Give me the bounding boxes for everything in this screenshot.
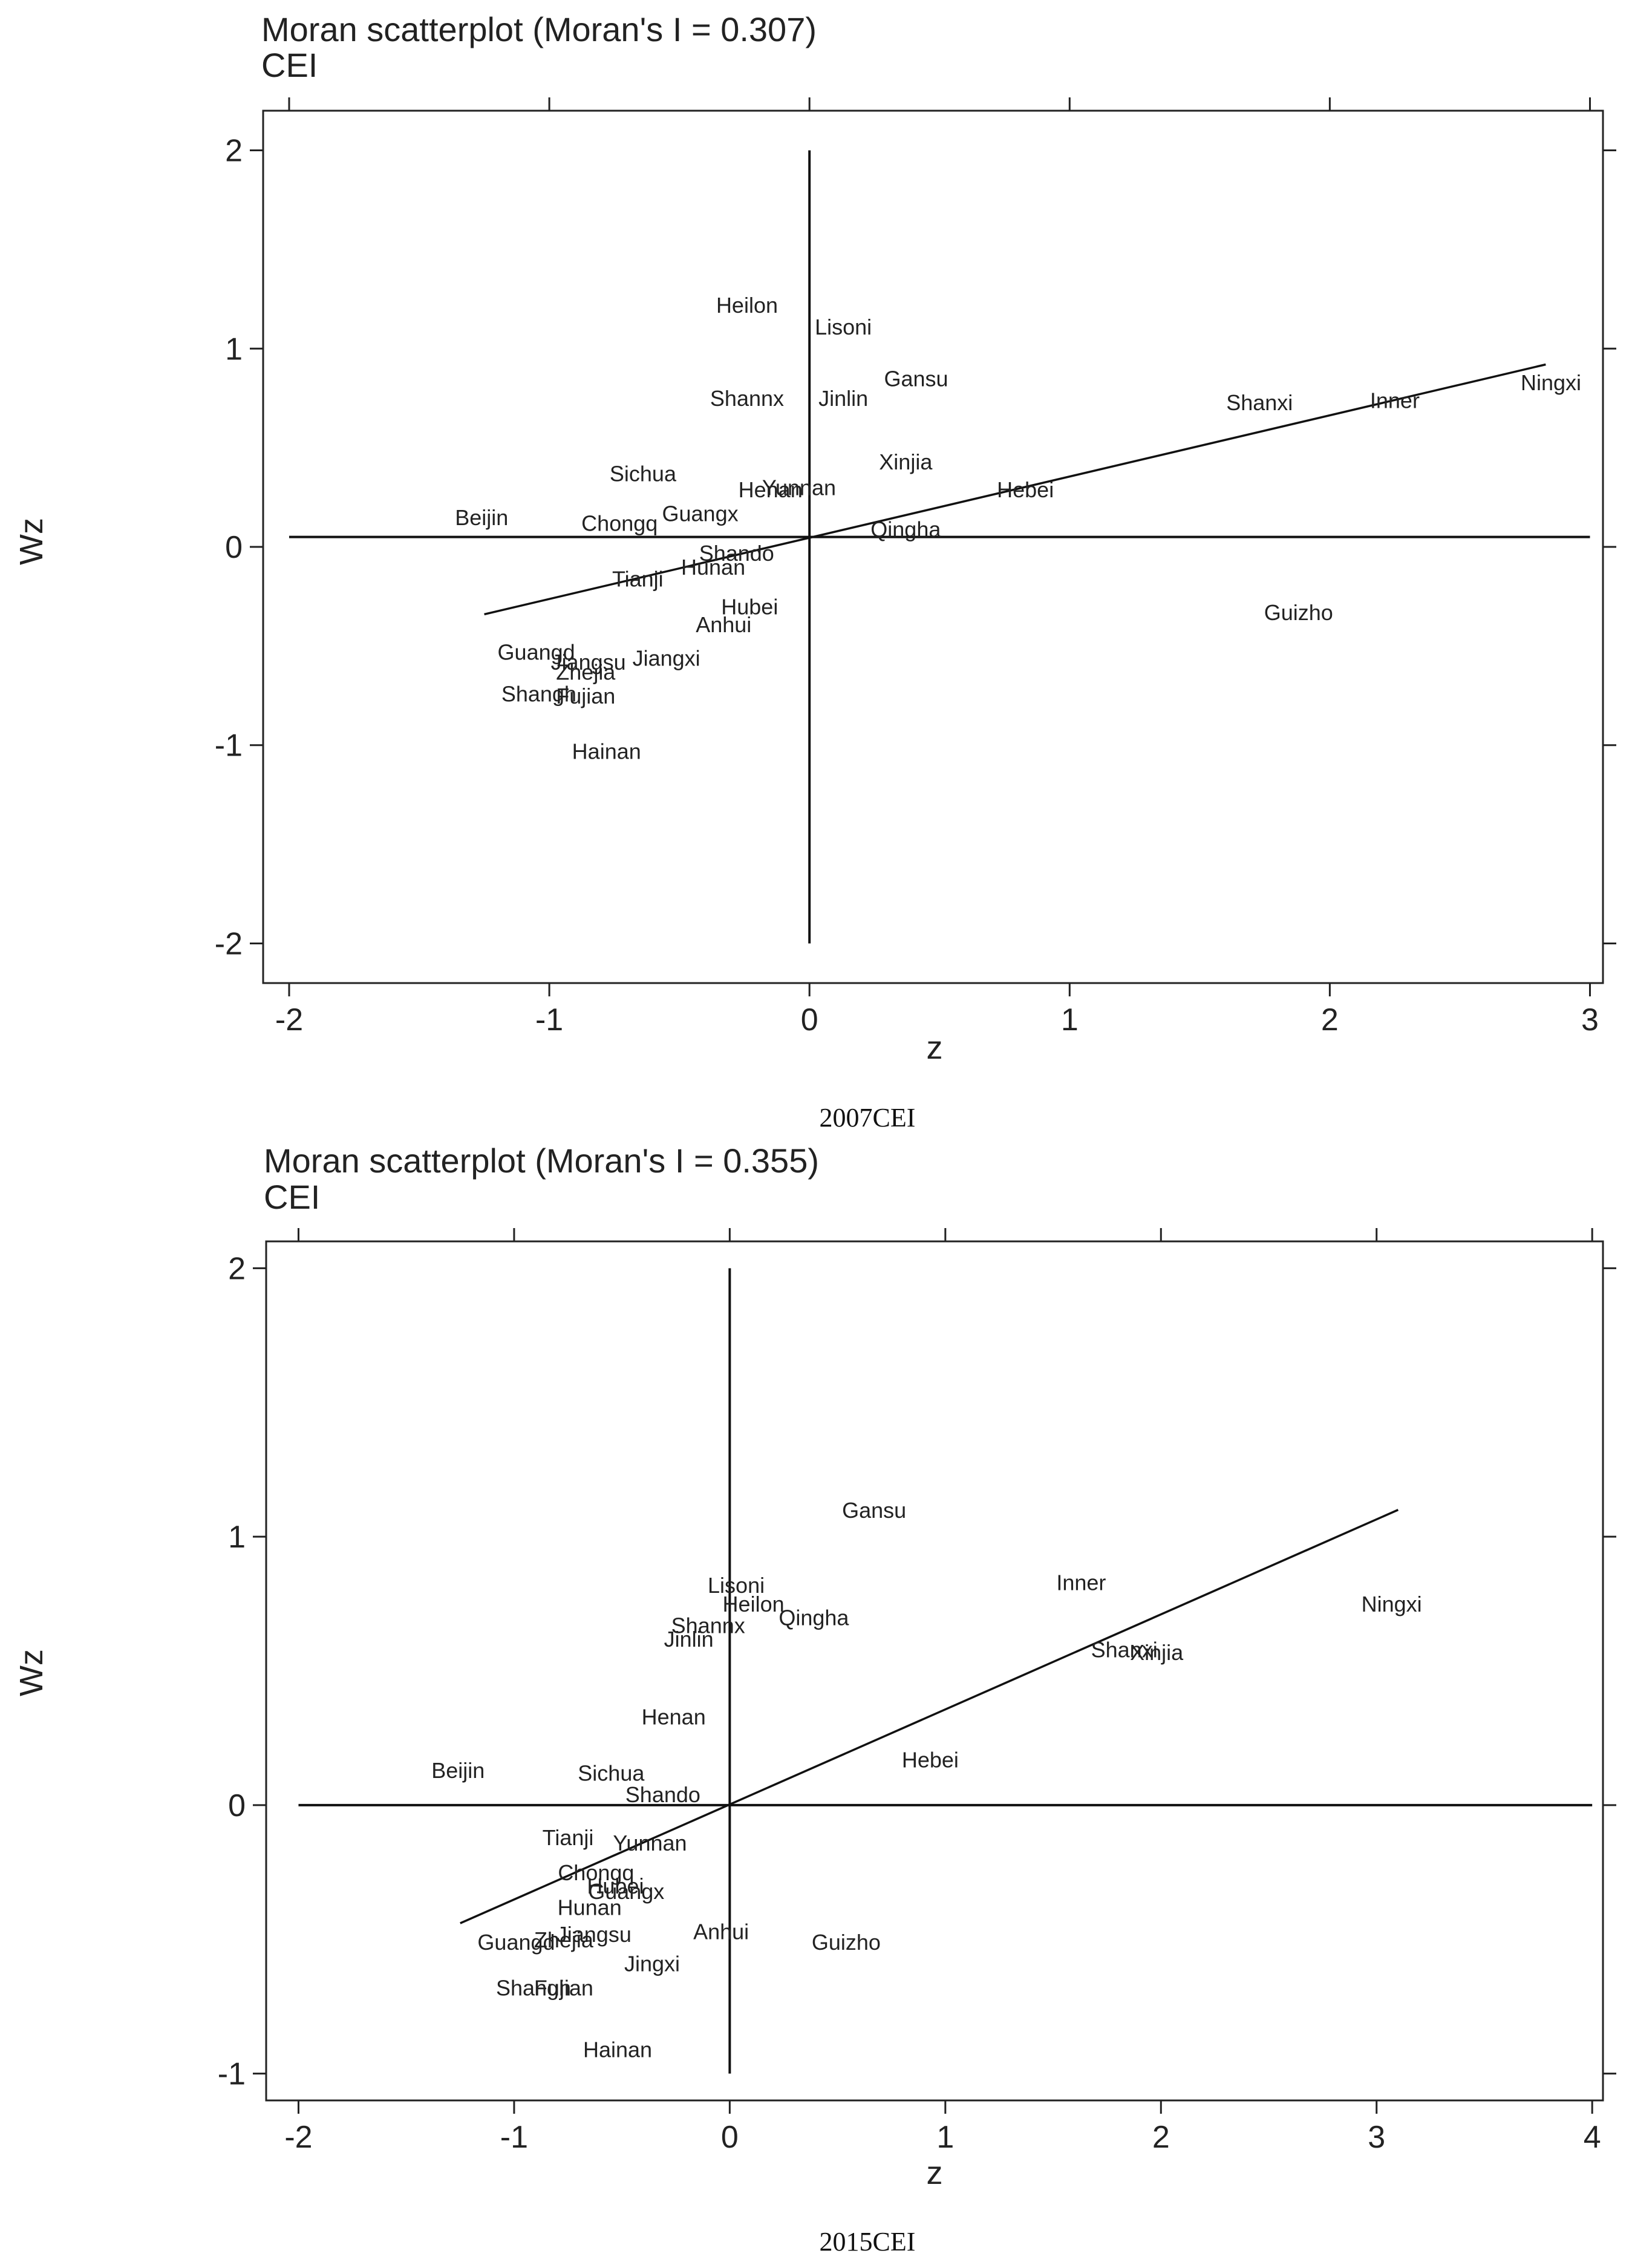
point-label: Fujian xyxy=(556,684,615,708)
point-label: Anhui xyxy=(693,1919,749,1944)
point-label: Guangd xyxy=(477,1930,555,1955)
point-label: Chongq xyxy=(558,1860,634,1885)
point-label: Zhejia xyxy=(534,1927,594,1952)
x-tick-label: -1 xyxy=(535,1002,563,1038)
point-label: Shanxi xyxy=(1226,390,1293,415)
x-tick-label: 2 xyxy=(1321,1002,1339,1038)
point-label: Shanxi xyxy=(1091,1638,1158,1662)
point-label: Shannx xyxy=(671,1613,745,1638)
point-label: Shannx xyxy=(710,386,784,411)
point-label: Heilon xyxy=(716,293,778,318)
figure-caption: 2007CEI xyxy=(820,1103,916,1132)
point-label: Jinlin xyxy=(818,386,868,411)
y-tick-label: 1 xyxy=(225,332,243,367)
point-label: Guizho xyxy=(1264,600,1333,625)
point-label: Shando xyxy=(625,1782,700,1807)
point-label: Shangh xyxy=(496,1976,571,2001)
point-label: Qingha xyxy=(870,517,941,542)
point-label: Jiangsu xyxy=(551,650,626,675)
point-label: Hubei xyxy=(587,1874,644,1898)
point-label: Lisoni xyxy=(708,1573,765,1598)
point-label: Guangx xyxy=(588,1879,664,1904)
point-label: Sichua xyxy=(578,1761,645,1786)
point-label: Zhejia xyxy=(556,659,616,684)
point-label: Yunnan xyxy=(613,1831,687,1855)
point-label: Sichua xyxy=(610,462,677,486)
point-label: Guangx xyxy=(662,501,739,526)
plot-frame xyxy=(265,1240,1604,2102)
point-label: Xinjia xyxy=(879,449,933,474)
y-tick-label: 1 xyxy=(228,1520,246,1555)
x-tick-label: 0 xyxy=(721,2120,739,2155)
chart-title: Moran scatterplot (Moran's I = 0.355) xyxy=(264,1142,819,1180)
point-label: Tianji xyxy=(543,1825,594,1850)
fit-line xyxy=(460,1509,1399,1924)
y-tick-label: -1 xyxy=(218,2057,246,2092)
x-tick-label: 0 xyxy=(801,1002,818,1038)
point-label: Anhui xyxy=(696,612,751,637)
x-tick-label: -2 xyxy=(284,2120,312,2155)
point-label: Inner xyxy=(1056,1570,1106,1595)
point-label: Shangh xyxy=(501,682,576,707)
fit-line xyxy=(484,363,1546,616)
point-label: Yunnan xyxy=(762,475,836,500)
point-label: Hebei xyxy=(997,477,1054,502)
x-tick-label: 4 xyxy=(1584,2120,1601,2155)
figure-caption: 2015CEI xyxy=(820,2227,916,2257)
x-tick-label: 3 xyxy=(1581,1002,1599,1038)
point-label: Ningxi xyxy=(1521,370,1581,395)
point-label: Inner xyxy=(1370,388,1420,413)
y-tick-label: -1 xyxy=(215,728,243,763)
point-label: Hainan xyxy=(572,739,641,764)
point-label: Chongq xyxy=(581,511,658,536)
y-tick-label: 2 xyxy=(225,134,243,169)
x-tick-label: 2 xyxy=(1152,2120,1170,2155)
chart-title: Moran scatterplot (Moran's I = 0.307) xyxy=(261,10,817,48)
point-label: Lisoni xyxy=(815,315,872,339)
point-label: Gansu xyxy=(884,366,948,391)
point-label: Hainan xyxy=(583,2038,652,2062)
point-label: Hunan xyxy=(558,1895,622,1920)
point-label: Hebei xyxy=(902,1747,959,1772)
point-label: Qingha xyxy=(778,1605,849,1630)
y-tick-label: 0 xyxy=(225,530,243,565)
point-label: Guizho xyxy=(812,1930,881,1955)
x-axis-label: z xyxy=(927,1030,943,1066)
y-tick-label: -2 xyxy=(215,926,243,961)
x-axis-label: z xyxy=(927,2155,943,2191)
point-label: Jingxi xyxy=(624,1952,680,1976)
x-tick-label: -2 xyxy=(275,1002,303,1038)
y-axis-label: Wz xyxy=(13,1649,50,1696)
x-tick-label: 3 xyxy=(1368,2120,1385,2155)
point-label: Jiangsu xyxy=(557,1922,632,1947)
point-label: Hubei xyxy=(721,594,778,619)
point-label: Xinjia xyxy=(1130,1640,1184,1665)
plot-frame xyxy=(262,109,1604,984)
y-tick-label: 2 xyxy=(228,1251,246,1286)
point-label: Henan xyxy=(739,477,803,502)
point-label: Shando xyxy=(699,541,774,566)
point-label: Ningxi xyxy=(1362,1592,1422,1616)
point-label: Henan xyxy=(642,1704,706,1729)
point-label: Jinlin xyxy=(664,1627,714,1652)
point-label: Jiangxi xyxy=(633,646,700,671)
chart-subtitle: CEI xyxy=(264,1178,320,1216)
point-label: Beijin xyxy=(431,1758,485,1783)
point-label: Fujian xyxy=(534,1976,593,2001)
point-label: Guangd xyxy=(498,640,575,665)
moran-scatterplot-2015: Moran scatterplot (Moran's I = 0.355) CE… xyxy=(13,1142,1616,2257)
chart-subtitle: CEI xyxy=(261,46,318,84)
point-label: Gansu xyxy=(842,1498,906,1523)
x-tick-label: 1 xyxy=(1061,1002,1079,1038)
y-tick-label: 0 xyxy=(228,1788,246,1823)
point-label: Tianji xyxy=(612,566,664,591)
point-label: Beijin xyxy=(455,505,508,530)
point-label: Hunan xyxy=(681,555,745,580)
moran-scatterplot-2007: Moran scatterplot (Moran's I = 0.307) CE… xyxy=(13,10,1616,1132)
point-label: Heilon xyxy=(723,1592,785,1616)
x-tick-label: -1 xyxy=(500,2120,528,2155)
y-axis-label: Wz xyxy=(13,518,50,565)
x-tick-label: 1 xyxy=(936,2120,954,2155)
